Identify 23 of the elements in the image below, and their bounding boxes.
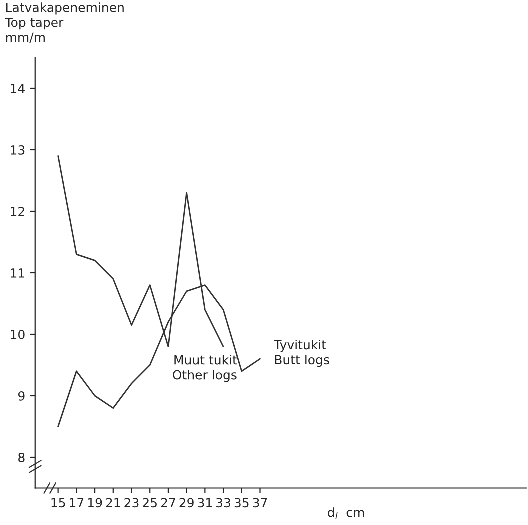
- x-axis-title: d$_{l}$ cm: [328, 508, 364, 520]
- x-tick-label: 15: [52, 498, 66, 508]
- x-tick-label: 17: [70, 498, 84, 508]
- y-tick-label: 13: [11, 145, 25, 155]
- y-tick-label: 9: [18, 391, 25, 401]
- x-tick-label: 19: [88, 498, 102, 508]
- x-tick-label: 37: [253, 498, 268, 508]
- x-tick-label: 35: [234, 498, 249, 508]
- y-tick-label: 8: [18, 452, 25, 462]
- x-tick-label: 31: [198, 498, 212, 508]
- y-axis-title: Latvakapeneminen Top taper mm/m: [5, 2, 124, 44]
- y-tick-label: 12: [11, 206, 24, 216]
- y-tick-label: 11: [11, 268, 24, 278]
- x-tick-label: 33: [216, 498, 230, 508]
- y-tick-label: 14: [11, 84, 25, 94]
- x-tick-label: 25: [143, 498, 157, 508]
- x-tick-label: 27: [161, 498, 176, 508]
- x-tick-label: 21: [106, 498, 120, 508]
- series-label: Tyvitukit Butt logs: [274, 340, 330, 368]
- x-tick-label: 29: [180, 498, 194, 508]
- x-tick-label: 23: [124, 498, 139, 508]
- series-label: Muut tukit Other logs: [173, 355, 238, 382]
- y-tick-label: 10: [11, 330, 25, 340]
